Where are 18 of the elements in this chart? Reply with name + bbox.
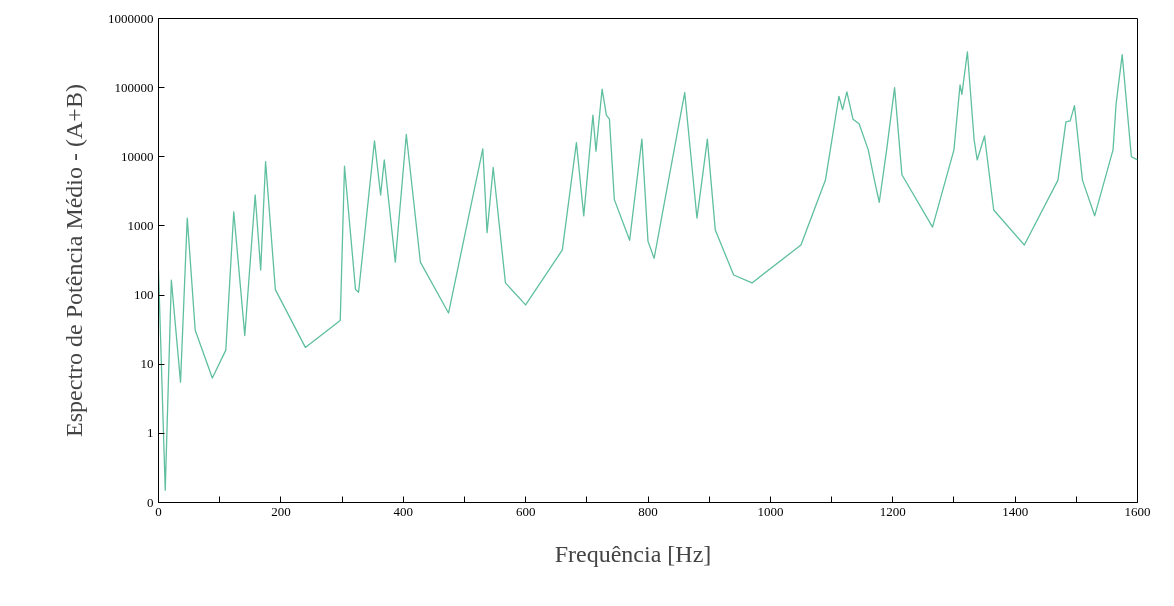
x-axis-title: Frequência [Hz] [554,540,712,567]
x-tick-label: 1600 [1124,503,1151,519]
x-tick-label: 800 [638,503,658,519]
x-tick-label: 1000 [757,503,784,519]
x-tick-label: 600 [515,503,536,519]
y-tick-label: 1000000 [108,10,154,26]
y-tick-label: 100000 [114,79,154,95]
y-tick-label: 1000 [127,217,154,233]
x-tick-label: 400 [393,503,413,519]
y-tick-label: 10 [140,356,154,372]
x-tick-label: 200 [271,503,291,519]
y-tick-label: 100 [134,287,154,303]
y-tick-label: 10000 [121,148,154,164]
line-series [158,51,1138,491]
x-tick-label: 1200 [879,503,906,519]
x-tick-label: 1400 [1002,503,1029,519]
y-tick-label: 1 [147,425,154,441]
y-axis-title: Espectro de Potência Médio - (A+B) [61,84,87,437]
